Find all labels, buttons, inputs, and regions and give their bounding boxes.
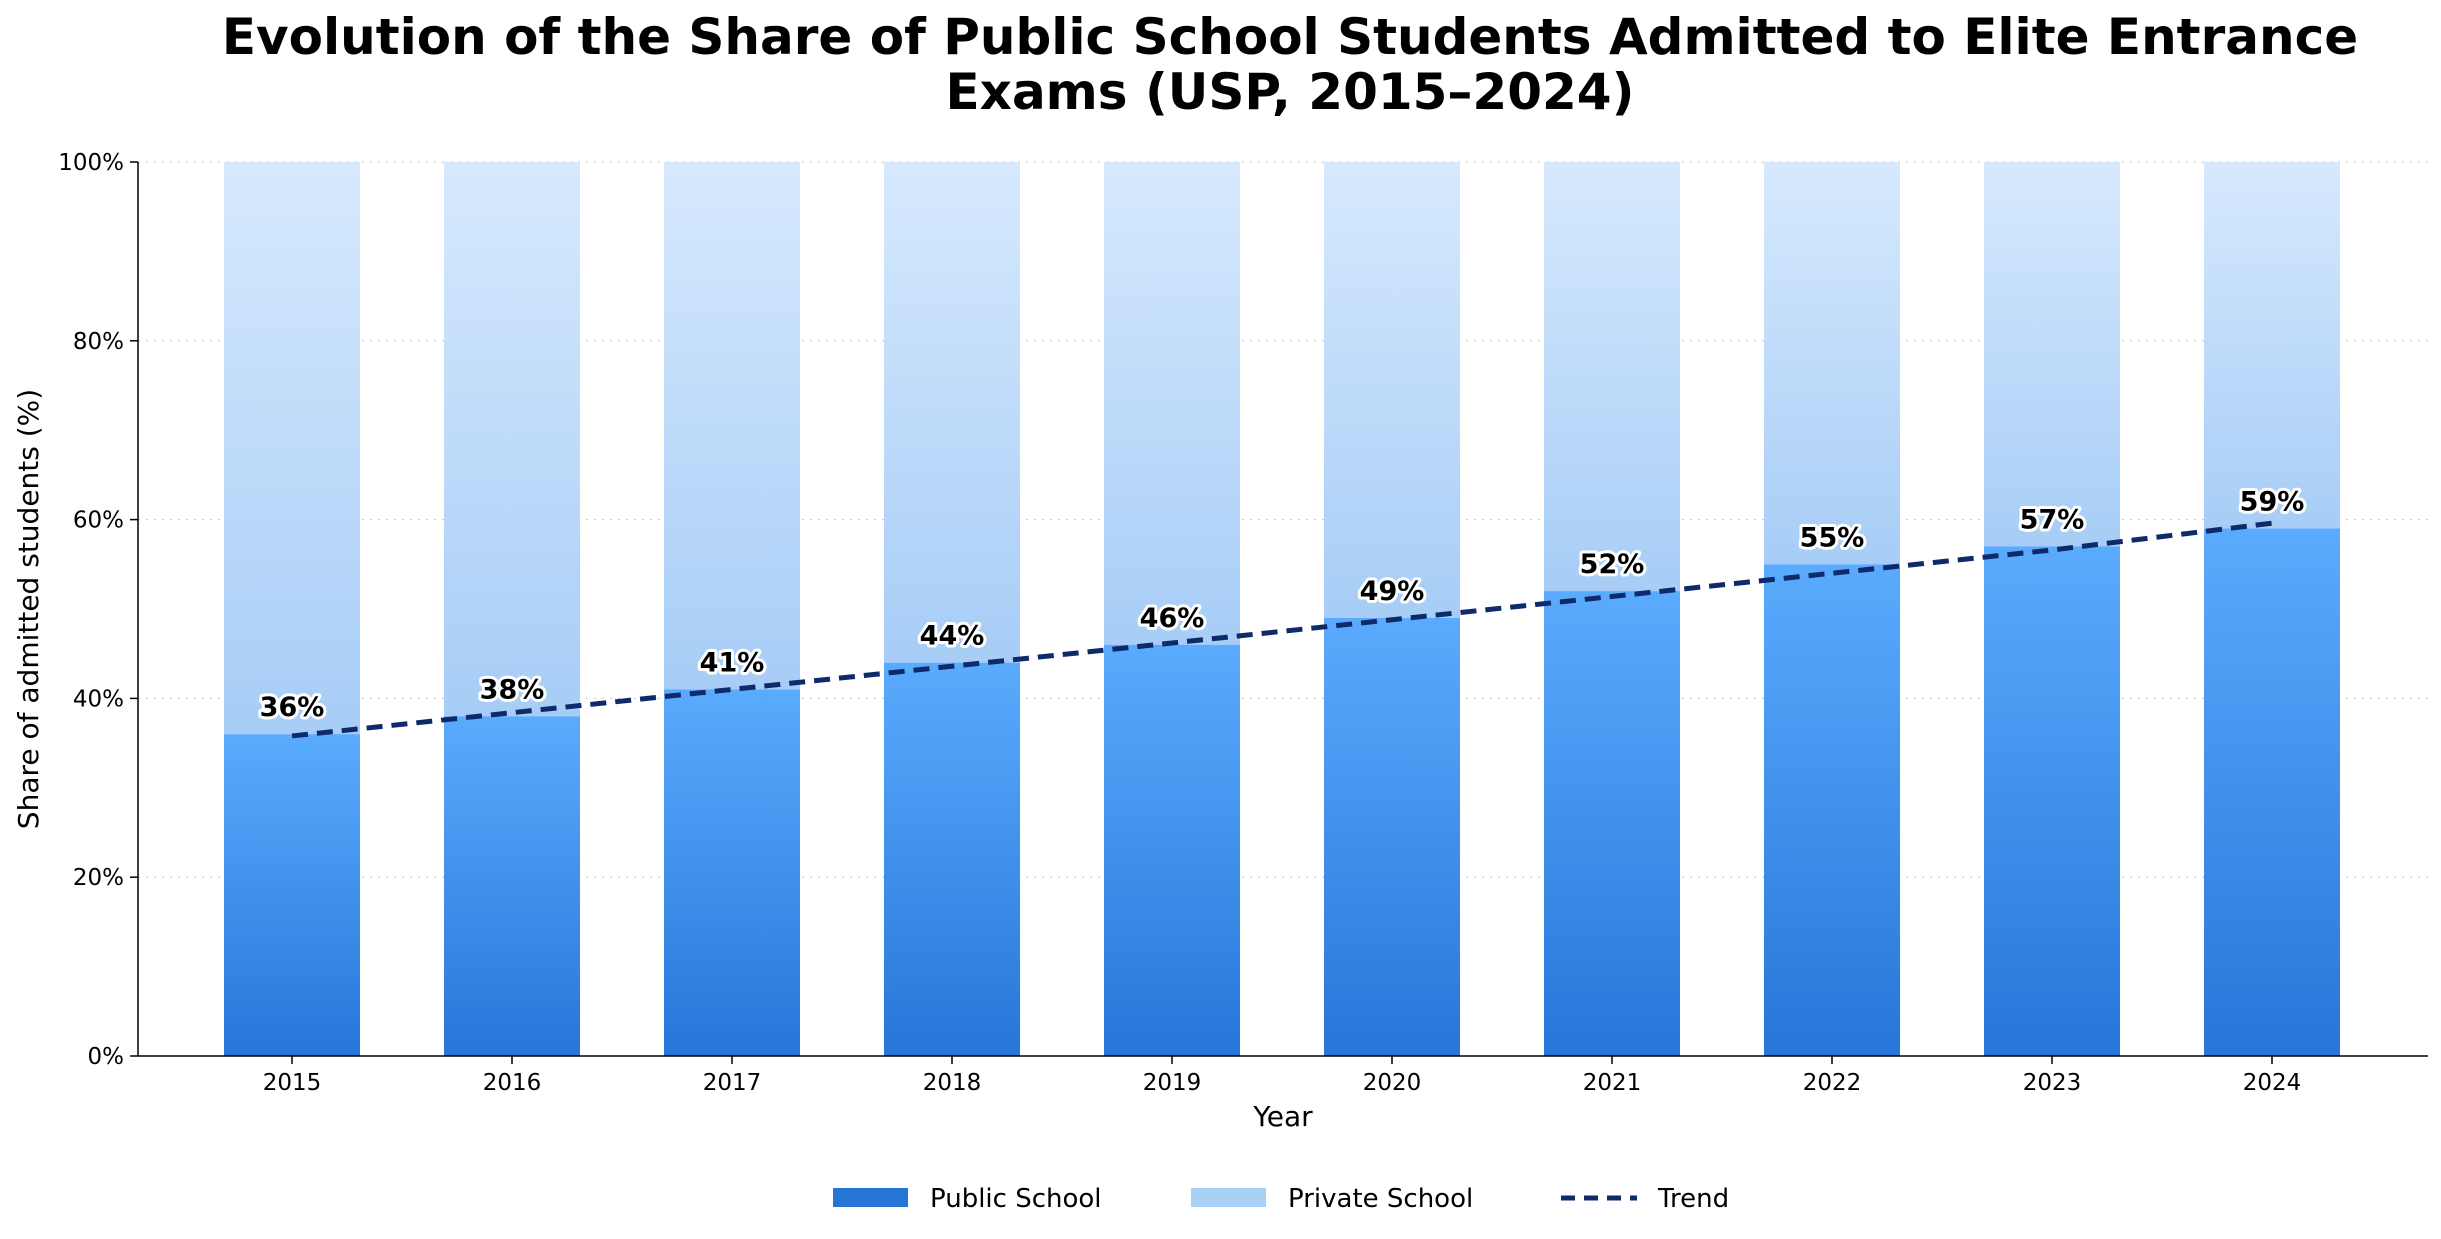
bar-public-2024 bbox=[2204, 528, 2340, 1056]
bar-private-2019 bbox=[1104, 162, 1240, 645]
bar-public-2015 bbox=[224, 734, 360, 1056]
bar-public-2017 bbox=[664, 689, 800, 1056]
data-label-2022: 55% bbox=[1800, 522, 1865, 553]
data-label-2019: 46% bbox=[1140, 603, 1205, 634]
bar-public-2023 bbox=[1984, 546, 2120, 1056]
legend-item-trend: Trend bbox=[1561, 1184, 1729, 1214]
bar-private-2015 bbox=[224, 162, 360, 735]
legend-swatch-public bbox=[833, 1188, 908, 1207]
bar-private-2023 bbox=[1984, 162, 2120, 547]
bars bbox=[224, 162, 2340, 1056]
gridlines bbox=[138, 161, 2428, 878]
data-label-2023: 57% bbox=[2020, 504, 2085, 535]
y-tick-label-100: 100% bbox=[58, 150, 124, 176]
x-tick-label-2020: 2020 bbox=[1363, 1070, 1422, 1096]
x-tick-label-2017: 2017 bbox=[703, 1070, 762, 1096]
y-tick-label-20: 20% bbox=[73, 865, 124, 891]
bar-private-2024 bbox=[2204, 162, 2340, 529]
data-label-2024: 59% bbox=[2240, 487, 2305, 518]
legend-label-public: Public School bbox=[930, 1184, 1102, 1214]
x-tick-label-2023: 2023 bbox=[2023, 1070, 2082, 1096]
legend-swatch-private bbox=[1191, 1188, 1266, 1207]
bar-public-2021 bbox=[1544, 591, 1680, 1056]
bar-public-2022 bbox=[1764, 564, 1900, 1056]
axes bbox=[137, 162, 2428, 1057]
x-tick-label-2024: 2024 bbox=[2243, 1070, 2302, 1096]
data-label-2018: 44% bbox=[920, 621, 985, 652]
y-tick-label-40: 40% bbox=[73, 686, 124, 712]
y-tick-label-60: 60% bbox=[73, 508, 124, 534]
x-tick-label-2016: 2016 bbox=[483, 1070, 542, 1096]
x-tick-label-2021: 2021 bbox=[1583, 1070, 1642, 1096]
bar-public-2020 bbox=[1324, 617, 1460, 1056]
y-axis-label: Share of admitted students (%) bbox=[12, 389, 45, 829]
bar-private-2022 bbox=[1764, 162, 1900, 565]
x-axis-label: Year bbox=[1252, 1100, 1313, 1133]
data-label-2016: 38% bbox=[480, 674, 545, 705]
bar-private-2016 bbox=[444, 162, 580, 717]
legend-label-trend: Trend bbox=[1657, 1184, 1729, 1214]
legend-label-private: Private School bbox=[1288, 1184, 1473, 1214]
data-label-2015: 36% bbox=[260, 692, 325, 723]
data-label-2017: 41% bbox=[700, 647, 765, 678]
data-label-2020: 49% bbox=[1360, 576, 1425, 607]
x-tick-label-2018: 2018 bbox=[923, 1070, 982, 1096]
x-tick-label-2019: 2019 bbox=[1143, 1070, 1202, 1096]
bar-public-2019 bbox=[1104, 644, 1240, 1056]
trend-line bbox=[291, 520, 2273, 739]
chart-title-line-2: Exams (USP, 2015–2024) bbox=[946, 63, 1635, 121]
bar-public-2018 bbox=[884, 662, 1020, 1056]
bar-private-2020 bbox=[1324, 162, 1460, 618]
data-labels: 36% 38% 41% 44% 46% 49% 52% 55% 57% 59% bbox=[257, 484, 2308, 727]
x-axis-ticks: 2015 2016 2017 2018 2019 2020 2021 2022 2023 2024 bbox=[263, 1056, 2302, 1096]
x-tick-label-2015: 2015 bbox=[263, 1070, 322, 1096]
x-tick-label-2022: 2022 bbox=[1803, 1070, 1862, 1096]
chart-title-line-1: Evolution of the Share of Public School … bbox=[222, 8, 2358, 66]
bar-public-2016 bbox=[444, 716, 580, 1056]
y-axis-ticks: 0% 20% 40% 60% 80% 100% bbox=[58, 150, 138, 1070]
bar-private-2018 bbox=[884, 162, 1020, 663]
y-tick-label-0: 0% bbox=[88, 1044, 125, 1070]
legend-item-public: Public School bbox=[833, 1184, 1102, 1214]
legend-item-private: Private School bbox=[1191, 1184, 1473, 1214]
bar-private-2017 bbox=[664, 162, 800, 690]
trend-line-group bbox=[291, 520, 2273, 739]
data-label-2021: 52% bbox=[1580, 549, 1645, 580]
chart-title: Evolution of the Share of Public School … bbox=[222, 8, 2358, 121]
bar-private-2021 bbox=[1544, 162, 1680, 592]
y-tick-label-80: 80% bbox=[73, 329, 124, 355]
legend: Public School Private School Trend bbox=[833, 1184, 1729, 1214]
